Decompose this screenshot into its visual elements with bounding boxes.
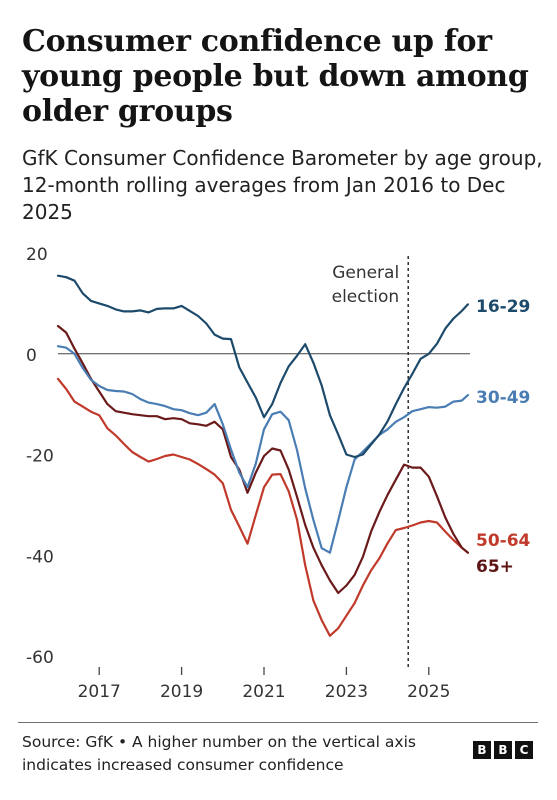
chart-title: Consumer confidence up for young people … — [22, 24, 529, 129]
election-annotation-label: election — [332, 287, 400, 307]
x-tick-label: 2025 — [407, 682, 450, 702]
series-label: 50-64 — [476, 531, 531, 551]
footer-divider — [18, 722, 538, 723]
series-label: 30-49 — [476, 388, 530, 408]
x-tick-label: 2021 — [242, 682, 285, 702]
series-label: 16-29 — [476, 297, 530, 317]
logo-letter: B — [494, 741, 512, 759]
y-tick-label: -40 — [26, 547, 54, 567]
series-line-50-64 — [56, 377, 469, 637]
chart-subtitle: GfK Consumer Confidence Barometer by age… — [22, 146, 543, 224]
y-tick-label: -20 — [26, 447, 54, 467]
y-tick-label: -60 — [26, 648, 54, 668]
series-line-30-49 — [56, 345, 469, 554]
bbc-logo: B B C — [473, 741, 533, 759]
x-tick-label: 2017 — [78, 682, 121, 702]
y-tick-label: 20 — [26, 245, 48, 265]
y-tick-label: 0 — [26, 346, 37, 366]
logo-letter: C — [515, 741, 533, 759]
logo-letter: B — [473, 741, 491, 759]
line-chart: 20 0 -20 -40 -60 2017 2019 2021 2023 2025 General e… — [26, 245, 531, 702]
series-line-16-29 — [56, 274, 469, 459]
series-line-65plus — [56, 324, 469, 595]
x-tick-label: 2019 — [160, 682, 203, 702]
election-annotation-label: General — [332, 263, 399, 283]
series-label: 65+ — [476, 557, 514, 577]
source-note: Source: GfK • A higher number on the ver… — [22, 733, 416, 774]
x-tick-label: 2023 — [325, 682, 368, 702]
